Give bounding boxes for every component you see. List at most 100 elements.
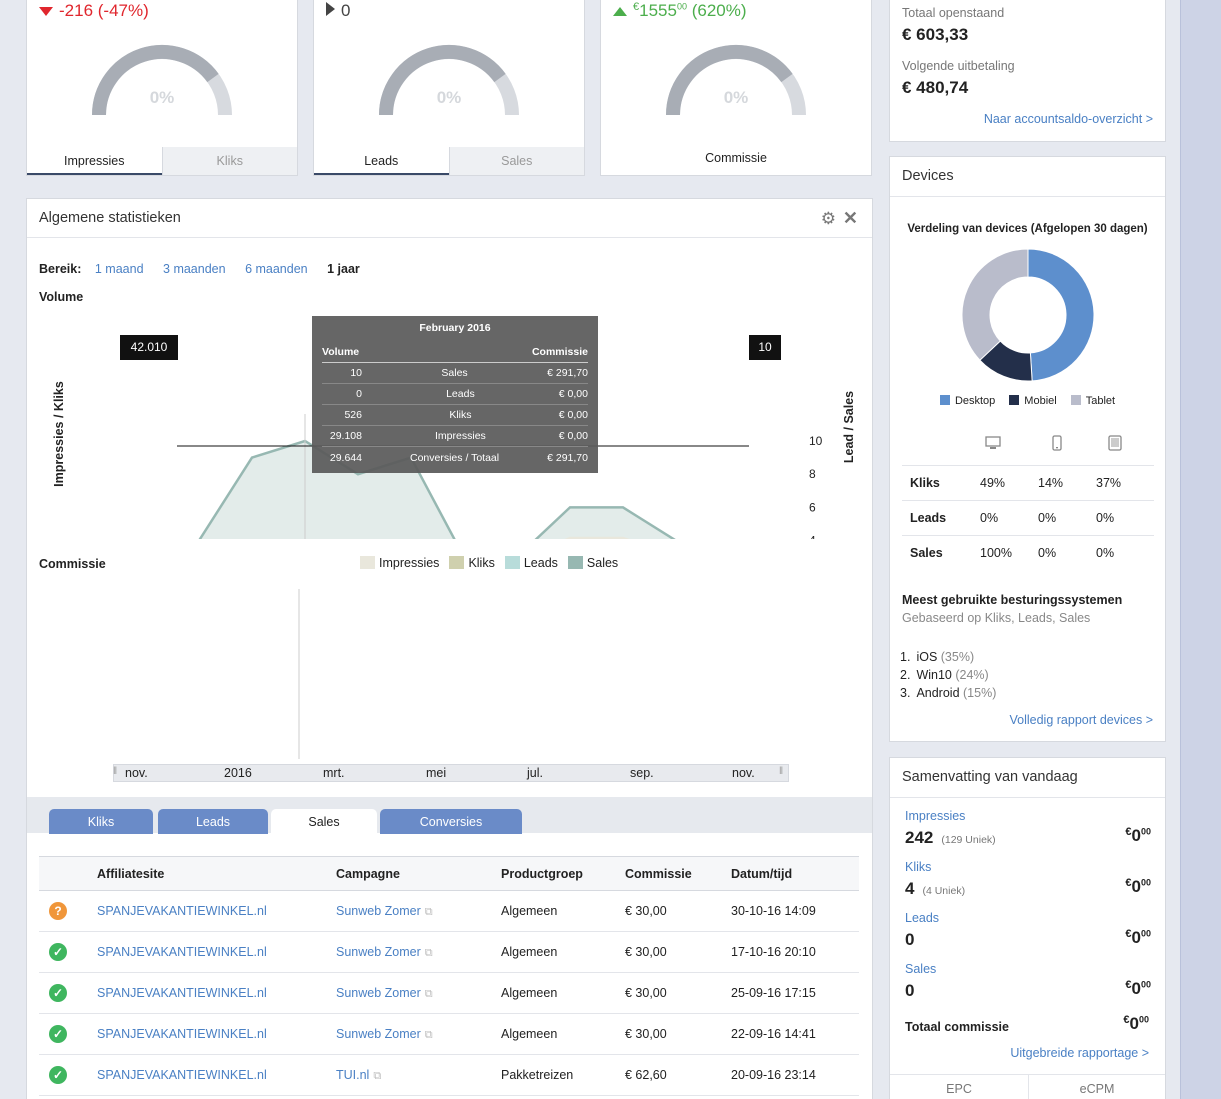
campaign-cell[interactable]: Sunweb Zomer ⧉: [336, 890, 501, 932]
navigator-label: 2016: [224, 766, 252, 780]
page-edge: [1180, 0, 1221, 1099]
tab-kliks[interactable]: Kliks: [161, 147, 297, 175]
tab-ecpm[interactable]: eCPM: [1079, 1082, 1115, 1096]
affiliate-site-link[interactable]: SPANJEVAKANTIEWINKEL.nl: [97, 1054, 336, 1096]
campaign-cell[interactable]: TUI.nl ⧉: [336, 1054, 501, 1096]
col-datum[interactable]: Datum/tijd: [731, 856, 859, 891]
gauge-value: 0%: [724, 88, 749, 107]
campaign-link[interactable]: Sunweb Zomer: [336, 985, 421, 1000]
summary-item: Leads 0 €000: [890, 906, 1167, 957]
external-link-icon[interactable]: ⧉: [424, 905, 433, 918]
summary-item-label[interactable]: Sales: [905, 962, 937, 976]
summary-item-amount: €000: [1125, 928, 1151, 947]
next-value: € 480,74: [902, 78, 969, 97]
navigator[interactable]: [113, 764, 789, 782]
range-1-maand[interactable]: 1 maand: [94, 262, 144, 276]
affiliate-site-link[interactable]: SPANJEVAKANTIEWINKEL.nl: [97, 972, 336, 1014]
balance-overview-link[interactable]: Naar accountsaldo-overzicht >: [983, 112, 1153, 126]
tab-sales[interactable]: Sales: [271, 809, 377, 834]
close-icon[interactable]: ✕: [842, 208, 858, 228]
gear-icon[interactable]: ⚙: [820, 209, 836, 228]
range-3-maanden[interactable]: 3 maanden: [163, 262, 226, 276]
approved-status-icon: ✓: [49, 1025, 67, 1043]
table-row[interactable]: ✓ SPANJEVAKANTIEWINKEL.nl Sunweb Zomer ⧉ Alg…: [39, 972, 859, 1014]
external-link-icon[interactable]: ⧉: [424, 1028, 433, 1041]
affiliate-site-link[interactable]: SPANJEVAKANTIEWINKEL.nl: [97, 931, 336, 973]
next-label: Volgende uitbetaling: [902, 59, 1015, 73]
table-row[interactable]: ? SPANJEVAKANTIEWINKEL.nl Sunweb Zomer ⧉ Alg…: [39, 890, 859, 932]
col-productgroep[interactable]: Productgroep: [501, 856, 625, 891]
legend-impressies[interactable]: Impressies: [360, 556, 439, 570]
tab-impressies[interactable]: Impressies: [27, 147, 162, 175]
device-row-value: 14%: [1038, 465, 1096, 501]
summary-item: Impressies 242 (129 Uniek) €000: [890, 804, 1167, 855]
external-link-icon[interactable]: ⧉: [373, 1069, 382, 1082]
campaign-cell[interactable]: Sunweb Zomer ⧉: [336, 972, 501, 1014]
devices-report-link[interactable]: Volledig rapport devices >: [1009, 713, 1154, 727]
campaign-cell[interactable]: Sunweb Zomer ⧉: [336, 1013, 501, 1055]
col-affiliatesite[interactable]: Affiliatesite: [97, 856, 336, 891]
summary-item-value: 4 (4 Uniek): [905, 879, 966, 898]
navigator-label: mei: [426, 766, 447, 780]
campaign-cell[interactable]: Sunweb Zomer ⧉: [336, 931, 501, 973]
tab-sales[interactable]: Sales: [448, 147, 584, 175]
range-6-maanden[interactable]: 6 maanden: [245, 262, 308, 276]
tab-kliks[interactable]: Kliks: [49, 809, 153, 834]
navigator-handle-right[interactable]: ‖: [779, 766, 784, 777]
col-commissie[interactable]: Commissie: [625, 856, 731, 891]
summary-item-value: 242 (129 Uniek): [905, 828, 996, 847]
table-row[interactable]: ✓ SPANJEVAKANTIEWINKEL.nl Sunweb Zomer ⧉ Alg…: [39, 1013, 859, 1055]
tab-leads[interactable]: Leads: [158, 809, 268, 834]
tab-epc[interactable]: EPC: [946, 1082, 972, 1096]
extended-report-link[interactable]: Uitgebreide rapportage >: [1010, 1046, 1149, 1060]
table-row[interactable]: ✓ SPANJEVAKANTIEWINKEL.nl TUI.nl ⧉ Pakketrei…: [39, 1054, 859, 1096]
tab-conversies[interactable]: Conversies: [380, 809, 522, 834]
legend-desktop[interactable]: Desktop: [939, 395, 995, 407]
navigator-label: sep.: [630, 766, 654, 780]
device-row-label: Leads: [902, 500, 980, 536]
table-row[interactable]: ✓ SPANJEVAKANTIEWINKEL.nl Sunweb Zomer ⧉ Alg…: [39, 931, 859, 973]
legend-mobiel[interactable]: Mobiel: [1009, 395, 1057, 407]
navigator-handle-left[interactable]: ‖: [113, 766, 118, 777]
device-row: Sales 100% 0% 0%: [902, 535, 1154, 571]
range-1-jaar[interactable]: 1 jaar: [327, 262, 360, 276]
tooltip-row: 0 Leads € 0,00: [322, 384, 588, 405]
affiliate-site-link[interactable]: SPANJEVAKANTIEWINKEL.nl: [97, 1013, 336, 1055]
legend-leads[interactable]: Leads: [504, 556, 558, 570]
summary-item-value: 0: [905, 930, 915, 949]
campaign-link[interactable]: TUI.nl: [336, 1067, 370, 1082]
campaign-link[interactable]: Sunweb Zomer: [336, 1026, 421, 1041]
legend-kliks[interactable]: Kliks: [449, 556, 495, 570]
affiliate-site-link[interactable]: SPANJEVAKANTIEWINKEL.nl: [97, 890, 336, 932]
crosshair-right-value: 10: [749, 335, 781, 360]
date-cell: 20-09-16 23:14: [731, 1054, 859, 1096]
gauge-delta: €155500 (620%): [613, 1, 747, 21]
campaign-link[interactable]: Sunweb Zomer: [336, 903, 421, 918]
total-commissie-value: €000: [1123, 1014, 1149, 1033]
y-right-tick-label: 4: [809, 534, 816, 539]
devices-card: Devices Verdeling van devices (Afgelopen…: [889, 156, 1166, 742]
summary-item-label[interactable]: Leads: [905, 911, 940, 925]
navigator-label: jul.: [527, 766, 543, 780]
os-item: 1. iOS (35%): [900, 650, 975, 664]
external-link-icon[interactable]: ⧉: [424, 946, 433, 959]
navigator-label: nov.: [125, 766, 148, 780]
device-row-value: 0%: [980, 500, 1038, 536]
summary-item-label[interactable]: Kliks: [905, 860, 932, 874]
gauge-fill: [379, 45, 506, 116]
os-subtitle: Gebaseerd op Kliks, Leads, Sales: [902, 611, 1091, 625]
external-link-icon[interactable]: ⧉: [424, 987, 433, 1000]
commissie-cell: € 30,00: [625, 890, 731, 932]
campaign-link[interactable]: Sunweb Zomer: [336, 944, 421, 959]
mobile-icon: [1052, 435, 1062, 454]
y-right-tick-label: 6: [809, 500, 816, 514]
gauge-value: 0%: [150, 88, 175, 107]
legend-tablet[interactable]: Tablet: [1070, 395, 1115, 407]
legend-sales[interactable]: Sales: [567, 556, 618, 570]
tab-leads[interactable]: Leads: [314, 147, 449, 175]
col-campagne[interactable]: Campagne: [336, 856, 501, 891]
trend-down-icon: [39, 1, 53, 21]
os-list: 1. iOS (35%) 2. Win10 (24%) 3. Android (15%): [900, 648, 996, 702]
device-row-label: Kliks: [902, 465, 980, 501]
summary-item-label[interactable]: Impressies: [905, 809, 966, 823]
